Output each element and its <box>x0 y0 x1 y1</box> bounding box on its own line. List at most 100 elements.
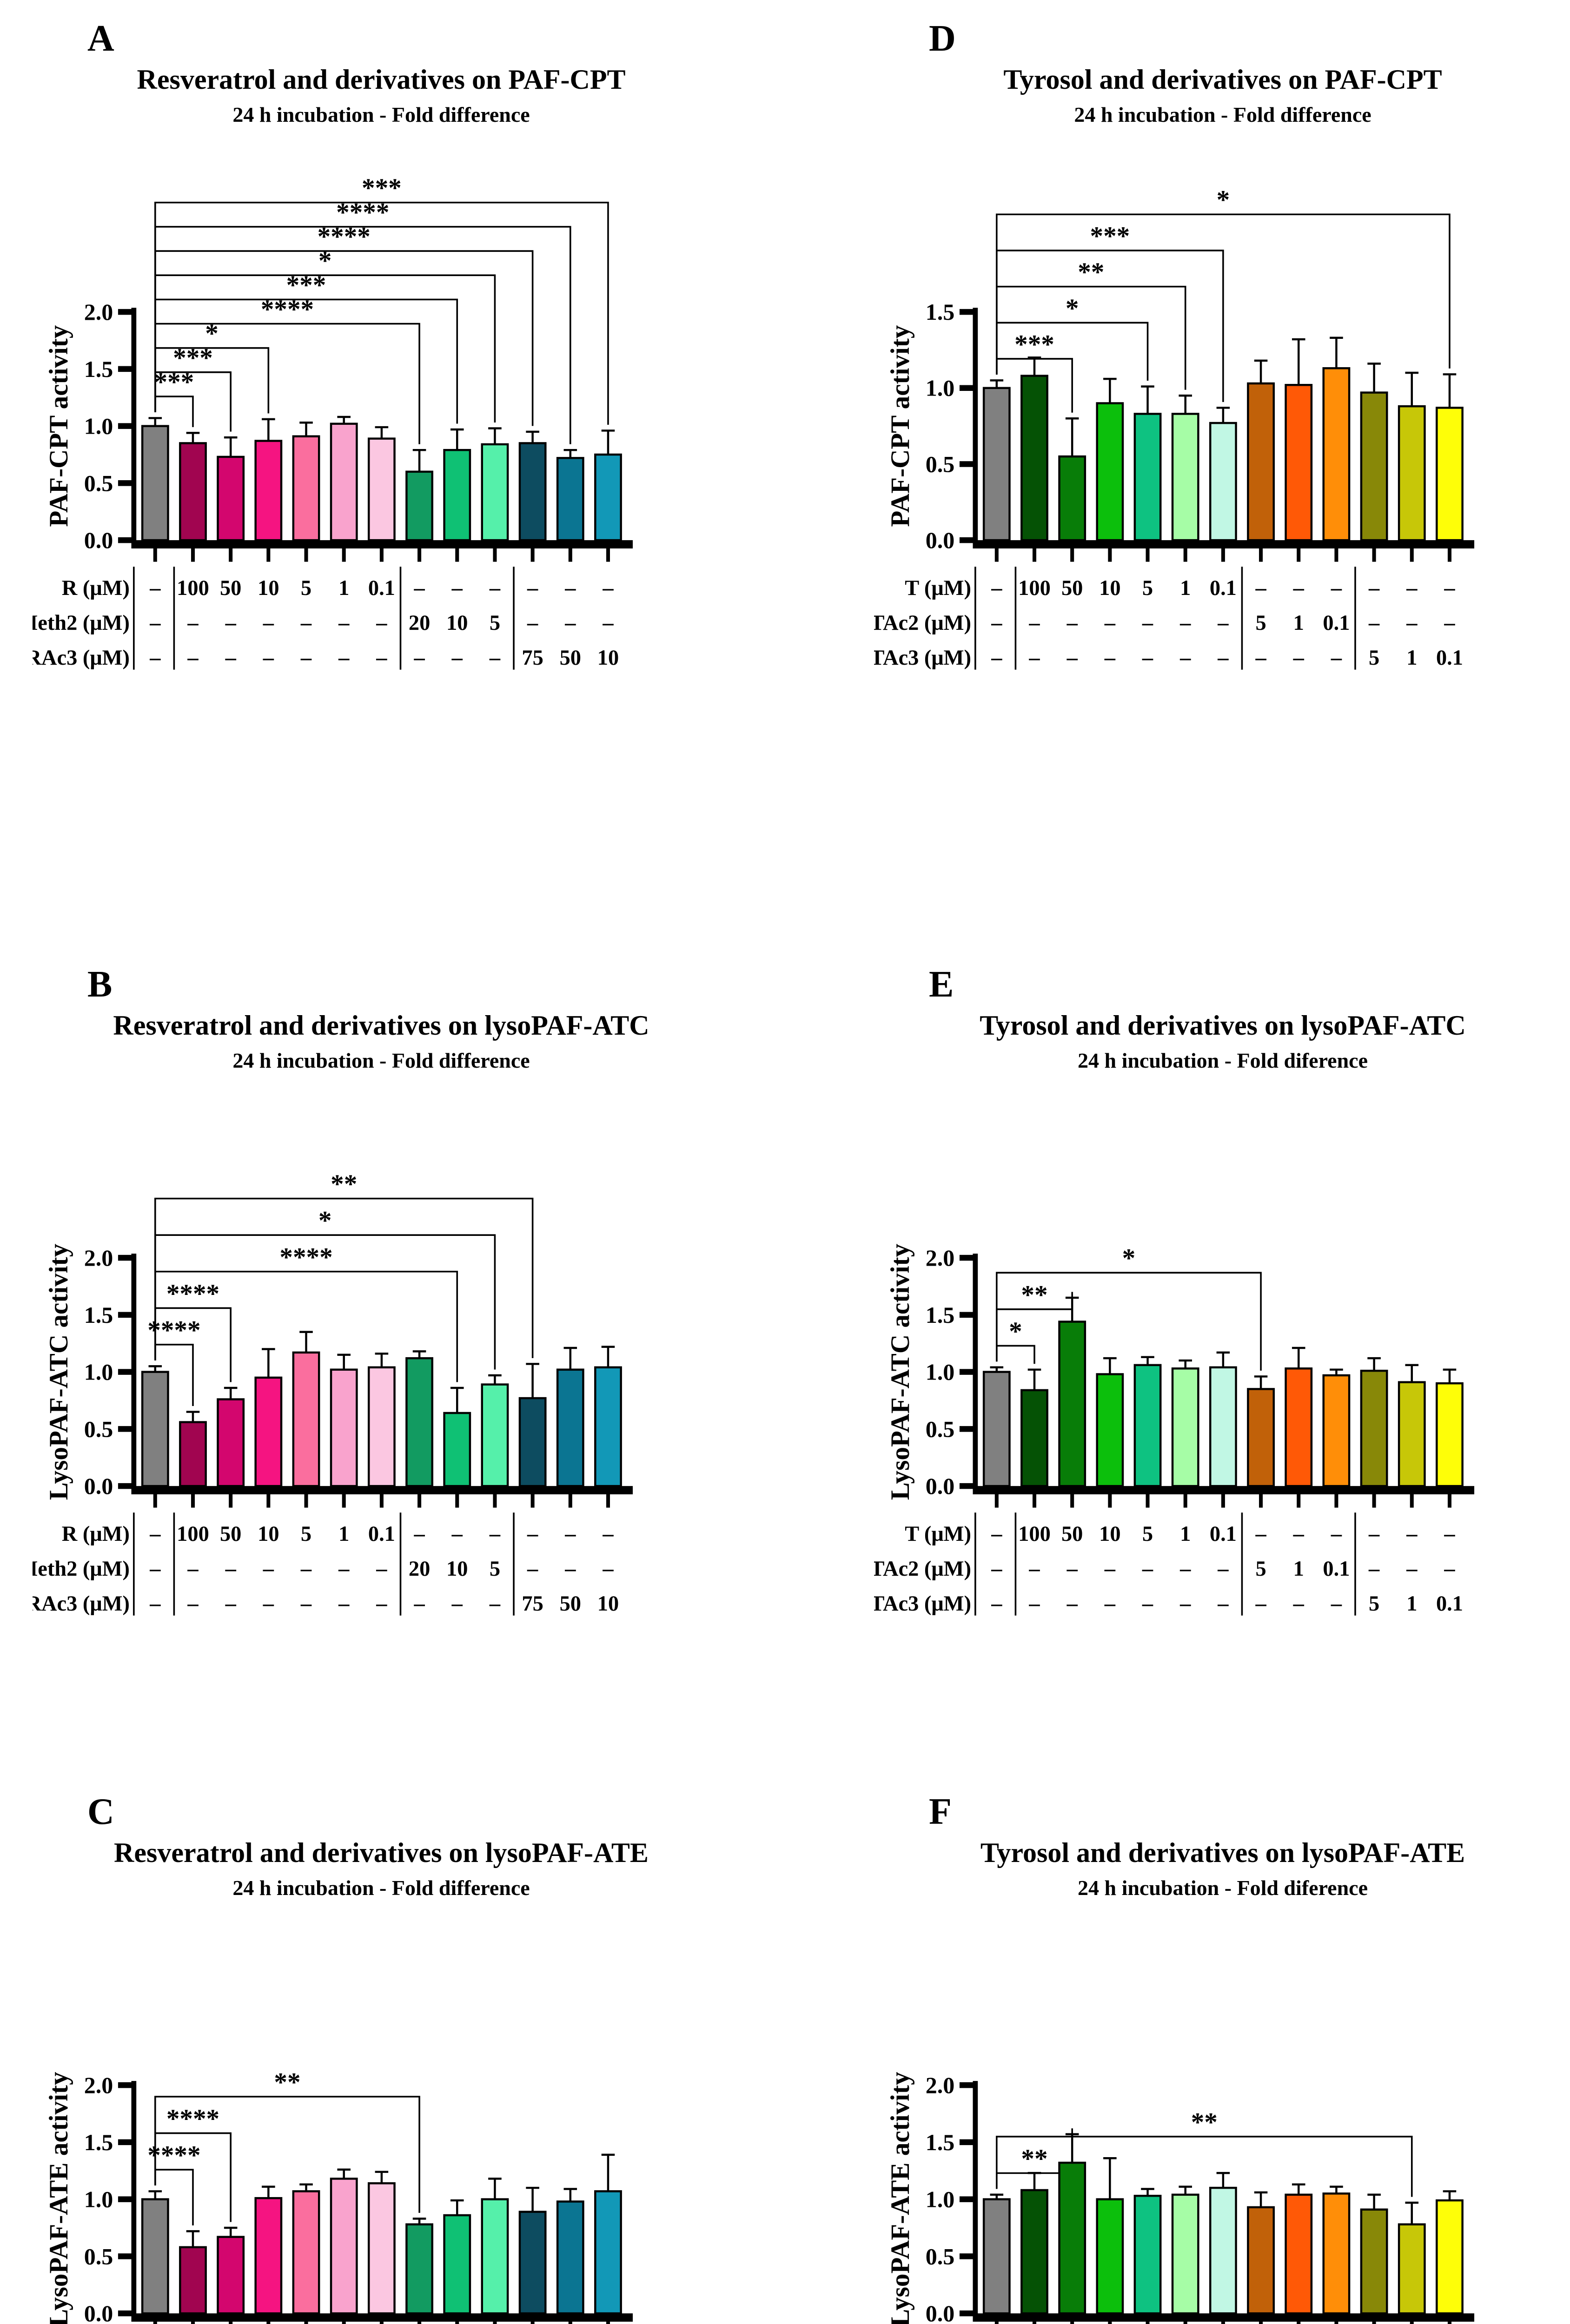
panel-letter: F <box>929 1791 952 1832</box>
dose-cell: – <box>1368 1522 1380 1546</box>
sig-stars: **** <box>147 2140 200 2170</box>
y-tick-label: 1.0 <box>84 413 113 439</box>
dose-cell: – <box>527 1557 538 1581</box>
dose-cell: – <box>1368 576 1380 600</box>
y-tick-label: 2.0 <box>84 2072 113 2098</box>
y-tick <box>118 366 132 372</box>
dose-cell: 1 <box>338 1522 349 1546</box>
sig-bracket <box>154 1197 534 1360</box>
dose-cell: 5 <box>490 611 500 635</box>
dose-cell: – <box>1406 1557 1418 1581</box>
y-tick-label: 0.0 <box>926 527 955 553</box>
dose-cell: – <box>1142 646 1153 670</box>
dose-cell: – <box>1444 611 1455 635</box>
dose-cell: – <box>338 1557 350 1581</box>
sig-bracket <box>154 323 420 444</box>
bar <box>1247 1388 1275 1487</box>
bar <box>1285 383 1313 541</box>
y-axis <box>973 2081 978 2322</box>
dose-cell: – <box>602 1522 614 1546</box>
bar <box>141 1371 169 1487</box>
y-axis-title: LysoPAF-ATC activity <box>886 1244 915 1500</box>
dose-cell: – <box>1331 1592 1342 1616</box>
dose-row-label: TAc2 (μM) <box>874 1557 971 1581</box>
dose-cell: 75 <box>522 646 543 670</box>
bar <box>405 470 433 541</box>
dose-row-label: T (μM) <box>905 1522 971 1546</box>
dose-cell: – <box>1179 1592 1191 1616</box>
dose-cell: – <box>1179 611 1191 635</box>
y-tick <box>118 2253 132 2259</box>
bar <box>1360 1369 1388 1487</box>
bar <box>481 2198 509 2315</box>
dose-cell: – <box>1406 576 1418 600</box>
y-tick <box>118 1254 132 1261</box>
dose-cell: 5 <box>301 1522 311 1546</box>
x-axis <box>973 1486 1475 1494</box>
bar <box>1436 1382 1464 1487</box>
dose-cell: – <box>1444 1557 1455 1581</box>
bar <box>292 435 320 541</box>
bar <box>254 440 283 541</box>
dose-cell: 1 <box>338 576 349 600</box>
y-tick-label: 2.0 <box>926 1245 955 1271</box>
chart-title: Resveratrol and derivatives on lysoPAF-A… <box>113 1010 649 1041</box>
dose-cell: 50 <box>1061 1522 1083 1546</box>
dose-cell: – <box>1444 576 1455 600</box>
bar <box>1285 1367 1313 1487</box>
y-tick <box>118 2196 132 2202</box>
bar <box>330 1368 358 1487</box>
dose-cell: – <box>149 576 161 600</box>
dose-cell: – <box>1142 1557 1153 1581</box>
y-tick <box>959 1312 973 1318</box>
bar <box>1020 2189 1048 2315</box>
dose-cell: – <box>1293 646 1305 670</box>
y-tick <box>959 2196 973 2202</box>
dose-cell: 10 <box>258 576 279 600</box>
panel-B: B Resveratrol and derivatives on lysoPAF-… <box>33 960 730 1619</box>
dose-cell: – <box>1331 1522 1342 1546</box>
bar <box>518 1397 547 1487</box>
dose-cell: – <box>1444 1522 1455 1546</box>
sig-stars: **** <box>279 1242 332 1272</box>
dose-row-label: RMeth2 (μM) <box>33 1557 130 1581</box>
bar <box>556 1368 584 1487</box>
bar <box>1020 375 1048 541</box>
y-tick-label: 1.5 <box>84 2129 113 2155</box>
panel-D: D Tyrosol and derivatives on PAF-CPT 24 h … <box>874 14 1570 673</box>
dose-cell: 0.1 <box>1323 611 1350 635</box>
dose-row-label: RAc3 (μM) <box>33 646 130 670</box>
dose-cell: 50 <box>1061 576 1083 600</box>
y-tick <box>959 2139 973 2146</box>
dose-row-label: RMeth2 (μM) <box>33 611 130 635</box>
sig-stars: ** <box>1191 2107 1218 2137</box>
bar <box>594 2190 622 2315</box>
bar <box>179 2246 207 2315</box>
dose-row-label: R (μM) <box>62 576 130 600</box>
panel-letter: A <box>87 18 114 59</box>
dose-cell: – <box>187 1557 199 1581</box>
bar <box>179 1421 207 1487</box>
bar <box>594 1366 622 1487</box>
y-tick-label: 0.5 <box>84 1416 113 1442</box>
dose-cell: 100 <box>1018 1522 1051 1546</box>
y-tick <box>959 2082 973 2088</box>
dose-cell: – <box>489 1522 501 1546</box>
y-axis <box>131 308 137 548</box>
dose-cell: 50 <box>560 1592 581 1616</box>
dose-cell: 0.1 <box>1210 576 1237 600</box>
dose-cell: – <box>564 576 576 600</box>
y-tick <box>118 537 132 543</box>
dose-cell: – <box>527 611 538 635</box>
dose-cell: – <box>1028 611 1040 635</box>
y-axis-title: PAF-CPT activity <box>886 325 915 527</box>
dose-cell: – <box>564 611 576 635</box>
dose-cell: – <box>1217 611 1229 635</box>
sig-stars: ** <box>274 2067 300 2097</box>
bar <box>1096 402 1124 541</box>
sig-stars: * <box>1217 185 1230 215</box>
dose-cell: – <box>376 611 387 635</box>
dose-cell: – <box>338 646 350 670</box>
